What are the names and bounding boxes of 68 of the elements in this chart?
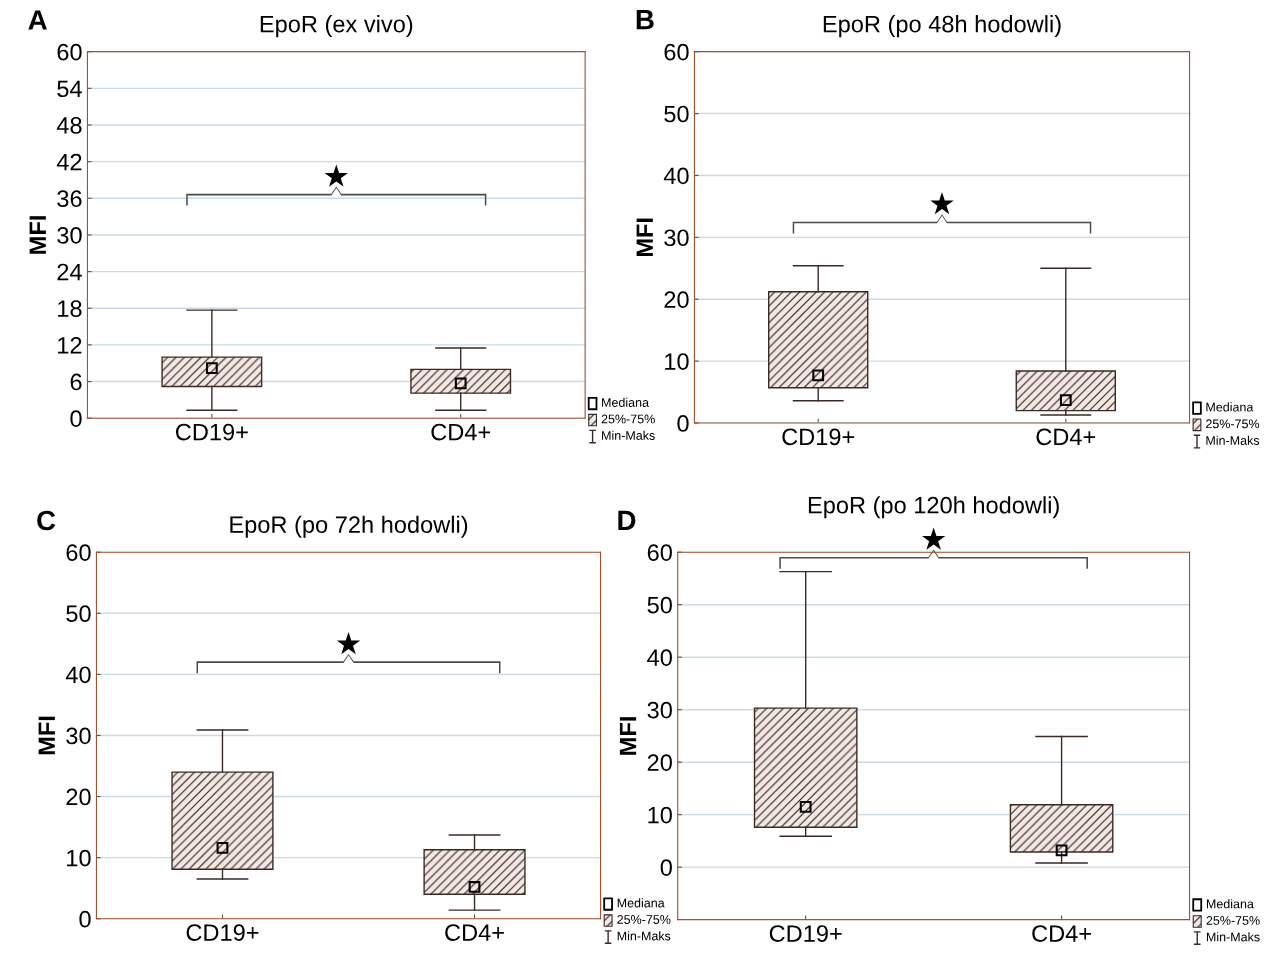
text: C [37,510,56,531]
y-tick-label: 20 [66,788,91,806]
y-tick-label: 30 [57,227,82,244]
x-tick-label: CD4+ [431,423,491,441]
x-tick-label: CD19+ [186,924,259,941]
y-tick-label: 50 [647,596,672,614]
y-tick-label: 10 [648,806,672,824]
y-tick-label: 48 [56,117,82,134]
text: 25%-75% [1206,419,1260,429]
y-tick-label: 12 [58,336,82,354]
chart-title: EpoR (po 48h hodowli) [823,15,1061,38]
x-tick-label: CD4+ [445,924,504,941]
text: ★ [921,527,946,550]
text: Mediana [1206,899,1254,909]
text: Mediana [617,898,665,908]
y-tick-label: 18 [58,300,82,318]
y-axis-title: MFI [29,216,46,254]
y-tick-label: 24 [57,263,82,281]
y-tick-label: 20 [647,754,672,771]
chart-title: EpoR (ex vivo) [260,15,413,38]
y-tick-label: 60 [647,544,672,561]
chart-title: EpoR (po 120h hodowli) [808,496,1059,519]
y-tick-label: 0 [70,410,82,427]
y-tick-label: 40 [647,649,672,666]
text: Mediana [602,397,649,407]
y-axis-title: MFI [38,716,55,755]
y-tick-label: 54 [57,80,82,98]
y-tick-label: 50 [664,105,689,123]
y-tick-label: 60 [664,43,689,61]
chart-title: EpoR (po 72h hodowli) [230,515,468,538]
text: Mediana [1206,402,1254,412]
text: Min-Maks [617,931,671,941]
text: A [28,10,47,30]
y-tick-label: 20 [664,291,689,309]
text: 25%-75% [1206,916,1260,925]
y-tick-label: 42 [56,153,82,171]
x-tick-label: CD19+ [769,925,842,942]
text: D [618,510,636,530]
text: 25%-75% [601,414,655,424]
y-tick-label: 36 [57,190,82,208]
text: Min-Maks [1206,435,1260,445]
y-tick-label: 40 [663,167,689,185]
y-tick-label: 30 [647,701,672,719]
x-tick-label: CD19+ [175,423,248,441]
x-tick-label: CD4+ [1032,925,1091,942]
y-tick-label: 60 [57,43,82,61]
y-tick-label: 0 [677,415,689,432]
annotation: ★ [930,192,954,215]
y-tick-label: 30 [66,727,91,745]
annotation: ★ [324,164,348,187]
text: Min-Maks [602,430,655,440]
y-tick-label: 40 [65,666,91,684]
y-tick-label: 6 [70,373,82,391]
y-axis-title: MFI [619,717,637,755]
text: 25%-75% [617,915,671,924]
y-axis-title: MFI [636,218,653,257]
y-tick-label: 30 [664,229,689,247]
y-tick-label: 10 [67,849,91,867]
text: B [636,10,654,30]
y-tick-label: 0 [79,910,91,928]
y-tick-label: 10 [665,353,689,370]
y-tick-label: 50 [66,605,91,623]
annotation: ★ [336,631,361,655]
y-tick-label: 60 [66,544,91,561]
x-tick-label: CD19+ [782,428,855,446]
y-tick-label: 0 [660,859,672,876]
text: Min-Maks [1206,932,1260,942]
x-tick-label: CD4+ [1036,428,1096,446]
